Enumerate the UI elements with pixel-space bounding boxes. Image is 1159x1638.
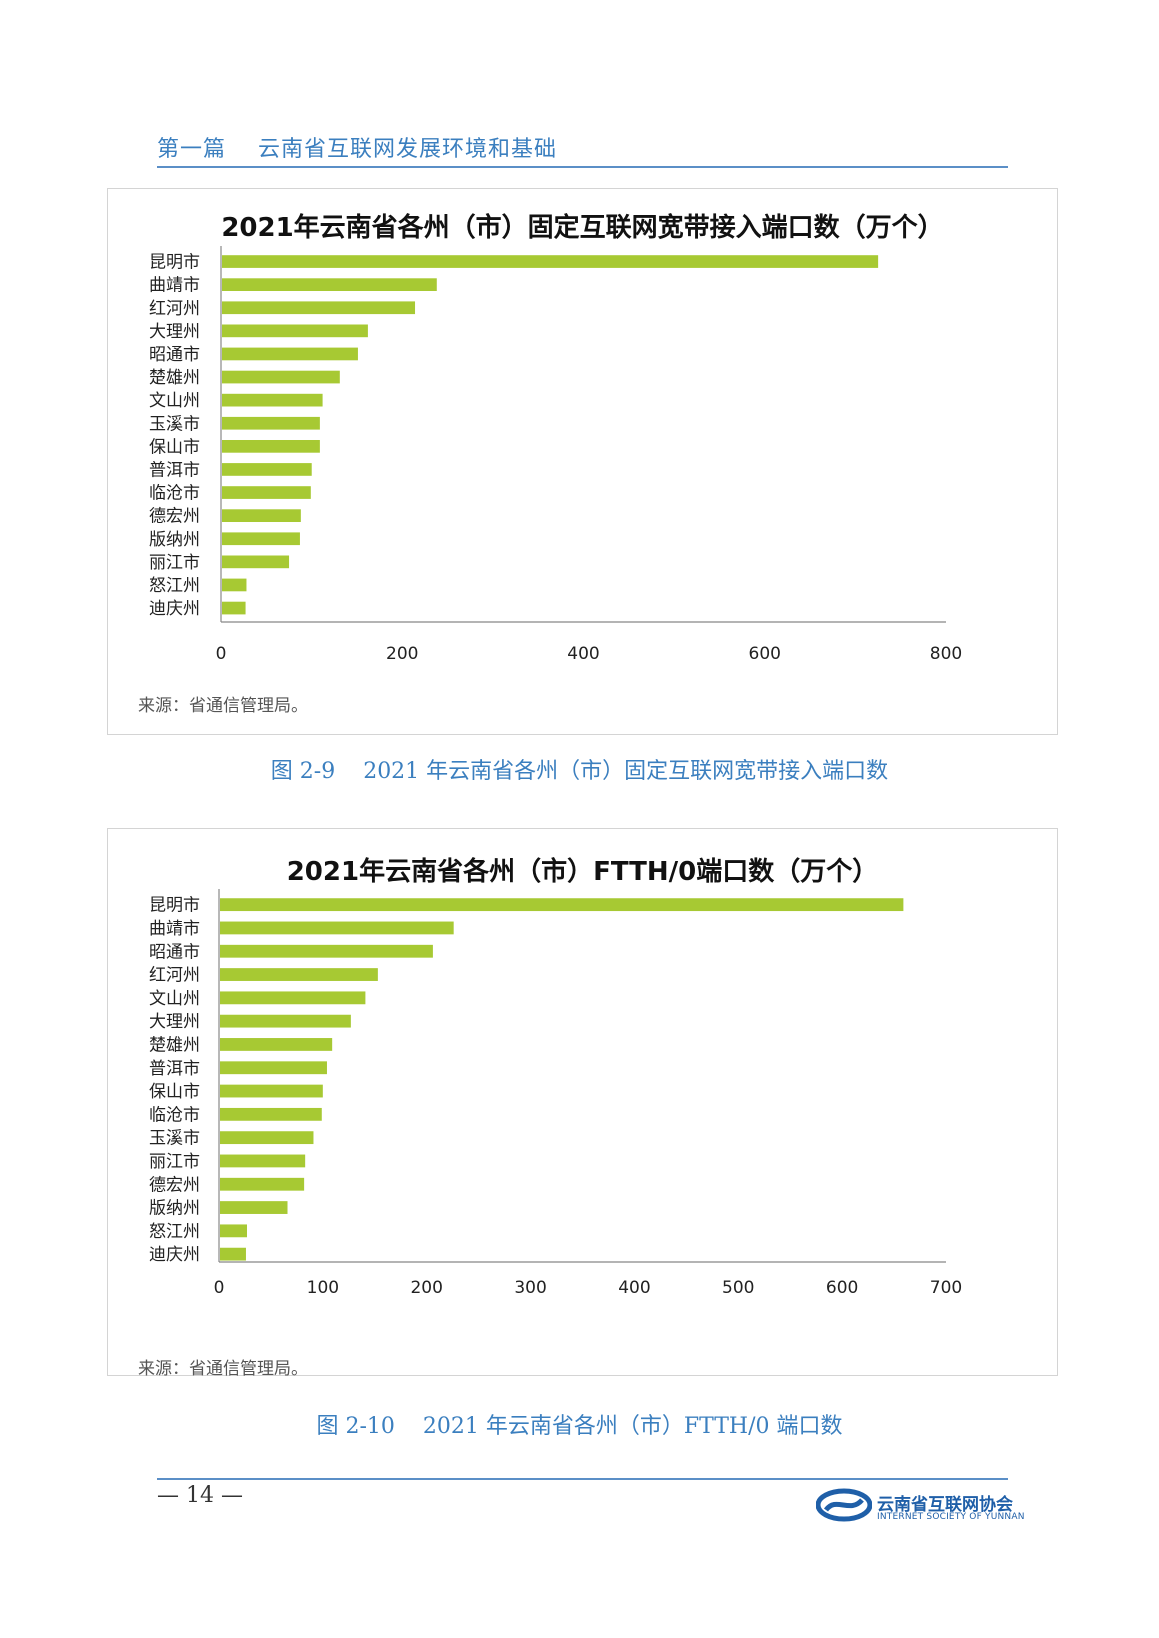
bar-8	[222, 416, 320, 430]
bar-chart-broadband-ports: 昆明市曲靖市红河州大理州昭通市楚雄州文山州玉溪市保山市普洱市临沧市德宏州版纳州丽…	[149, 246, 962, 664]
category-label: 怒江州	[149, 576, 200, 596]
category-label: 德宏州	[149, 1175, 200, 1195]
bar-14	[220, 1201, 288, 1214]
x-tick-label: 700	[930, 1278, 962, 1298]
bar-9	[220, 1084, 323, 1098]
category-label: 丽江市	[149, 1152, 200, 1172]
x-tick-label: 300	[514, 1278, 546, 1298]
category-label: 楚雄州	[149, 1035, 200, 1055]
bar-8	[220, 1061, 327, 1075]
footer-divider	[157, 1478, 1008, 1480]
chart-source: 来源：省通信管理局。	[138, 1359, 308, 1379]
category-label: 怒江州	[149, 1222, 200, 1242]
bar-4	[220, 968, 378, 981]
category-label: 迪庆州	[149, 1245, 200, 1265]
x-tick-label: 800	[930, 644, 962, 664]
bar-14	[222, 555, 290, 569]
bar-12	[222, 509, 301, 523]
section-header: 第一篇 云南省互联网发展环境和基础	[157, 137, 557, 162]
page-number: — 14 —	[157, 1483, 243, 1508]
x-tick-label: 600	[749, 644, 781, 664]
category-label: 红河州	[149, 299, 200, 319]
bar-11	[222, 486, 311, 499]
x-tick-label: 0	[214, 1278, 225, 1298]
bar-5	[220, 991, 366, 1005]
x-tick-label: 400	[618, 1278, 650, 1298]
x-tick-label: 200	[410, 1278, 442, 1298]
x-tick-label: 500	[722, 1278, 754, 1298]
bar-16	[222, 601, 246, 615]
category-label: 玉溪市	[149, 1129, 200, 1149]
x-tick-label: 400	[567, 644, 599, 664]
x-tick-label: 200	[386, 644, 418, 664]
bar-16	[220, 1247, 246, 1261]
category-label: 大理州	[149, 1012, 200, 1032]
category-label: 迪庆州	[149, 599, 200, 619]
org-name-en: INTERNET SOCIETY OF YUNNAN	[877, 1512, 1025, 1522]
figure-caption: 图 2-10 2021 年云南省各州（市）FTTH/0 端口数	[316, 1414, 843, 1439]
bar-9	[222, 439, 320, 453]
x-tick-label: 0	[216, 644, 227, 664]
header-divider	[157, 166, 1008, 168]
x-tick-label: 600	[826, 1278, 858, 1298]
bar-2	[222, 278, 437, 292]
org-logo-icon	[816, 1488, 872, 1522]
category-label: 昆明市	[149, 253, 200, 273]
category-label: 昭通市	[149, 345, 200, 365]
bar-10	[220, 1107, 322, 1121]
chart-title: 2021年云南省各州（市）FTTH/0端口数（万个）	[286, 857, 879, 887]
bar-12	[220, 1154, 306, 1168]
bar-2	[220, 921, 454, 935]
category-label: 版纳州	[149, 530, 200, 550]
chart-title: 2021年云南省各州（市）固定互联网宽带接入端口数（万个）	[221, 213, 944, 243]
category-label: 版纳州	[149, 1199, 200, 1219]
chart-source: 来源：省通信管理局。	[138, 696, 308, 716]
category-label: 昭通市	[149, 942, 200, 962]
chart-panel-broadband-ports: 2021年云南省各州（市）固定互联网宽带接入端口数（万个） 昆明市曲靖市红河州大…	[107, 188, 1058, 735]
bar-7	[220, 1038, 333, 1051]
bar-6	[220, 1014, 351, 1028]
bar-3	[222, 301, 416, 315]
category-label: 红河州	[149, 966, 200, 986]
chart-panel-ftth-ports: 2021年云南省各州（市）FTTH/0端口数（万个） 昆明市曲靖市昭通市红河州文…	[107, 828, 1058, 1379]
bar-6	[222, 370, 340, 384]
category-label: 玉溪市	[149, 414, 200, 434]
org-name: 云南省互联网协会	[877, 1495, 1013, 1515]
bar-15	[222, 578, 247, 592]
category-label: 曲靖市	[149, 276, 200, 296]
category-label: 文山州	[149, 391, 200, 411]
bar-10	[222, 463, 312, 476]
category-label: 昆明市	[149, 896, 200, 916]
category-label: 德宏州	[149, 507, 200, 527]
bar-15	[220, 1224, 248, 1238]
category-label: 曲靖市	[149, 919, 200, 939]
category-label: 临沧市	[149, 484, 200, 504]
category-label: 普洱市	[149, 1059, 200, 1079]
figure-caption: 图 2-9 2021 年云南省各州（市）固定互联网宽带接入端口数	[270, 759, 889, 784]
category-label: 丽江市	[149, 553, 200, 573]
category-label: 保山市	[149, 437, 200, 457]
bar-13	[222, 532, 300, 546]
category-label: 临沧市	[149, 1105, 200, 1125]
bar-4	[222, 324, 368, 338]
category-label: 大理州	[149, 322, 200, 342]
x-tick-label: 100	[307, 1278, 339, 1298]
category-label: 文山州	[149, 989, 200, 1009]
bar-5	[222, 347, 358, 361]
category-label: 楚雄州	[149, 368, 200, 388]
category-label: 保山市	[149, 1082, 200, 1102]
bar-11	[220, 1131, 314, 1145]
bar-chart-ftth-ports: 昆明市曲靖市昭通市红河州文山州大理州楚雄州普洱市保山市临沧市玉溪市丽江市德宏州版…	[149, 889, 962, 1298]
bar-1	[222, 255, 879, 268]
bar-7	[222, 393, 323, 407]
bar-1	[220, 898, 904, 912]
bar-13	[220, 1177, 305, 1191]
category-label: 普洱市	[149, 460, 200, 480]
bar-3	[220, 944, 433, 958]
